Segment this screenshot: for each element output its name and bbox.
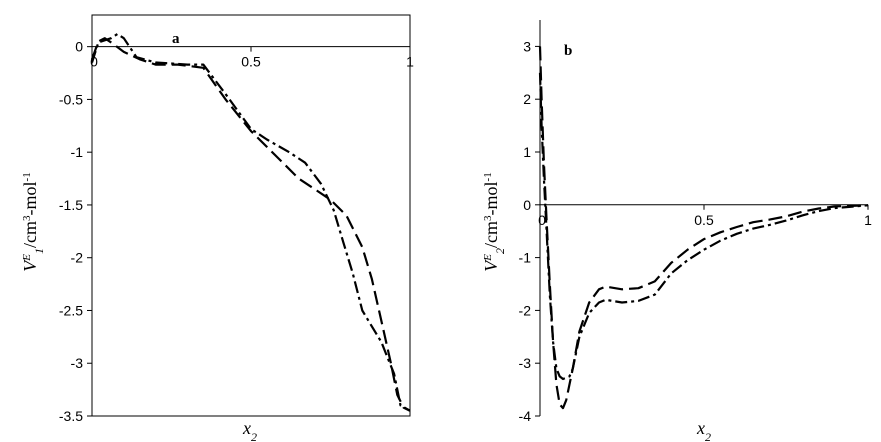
- panel-a-xlabel-main: x: [242, 418, 251, 438]
- panel-b-ylabel-tail: -mol: [481, 181, 501, 215]
- panel-a-letter: a: [172, 31, 180, 47]
- panel-b-ylabel-sup-e: E: [482, 254, 494, 262]
- panel-b-y-axis-title: VE2/cm3-mol-1: [481, 172, 507, 271]
- panel-b-y-tick-label: -2: [519, 302, 532, 318]
- panel-a-x-tick-label: 0.5: [241, 54, 261, 70]
- panel-b-series-dashdot-line: [538, 72, 869, 381]
- panel-b-x-axis-title: x2: [696, 418, 711, 442]
- panel-b-xlabel-sub: 2: [705, 430, 711, 442]
- panel-a-y-tick-label: -1: [71, 144, 84, 160]
- panel-a-ylabel-mid: /cm: [20, 221, 40, 248]
- panel-a-ylabel-tail: -mol: [20, 181, 40, 215]
- panel-b-y-tick-label: 2: [523, 91, 531, 107]
- panel-b-letter: b: [564, 43, 572, 59]
- panel-b-x-tick-label: 0.5: [694, 212, 714, 228]
- panel-a-chart: a VE1/cm3-mol-1 x2 0-0.5-1-1.5-2-2.5-3-3…: [20, 14, 414, 442]
- panel-b-y-tick-label: 1: [523, 144, 531, 160]
- panel-a-ylabel-sub-1: 1: [32, 248, 46, 254]
- panel-a-y-tick-label: 0: [75, 39, 83, 55]
- panel-a-x-tick-label: 1: [406, 54, 414, 70]
- panel-b-y-tick-label: -3: [519, 355, 532, 371]
- panel-b-x-tick-label: 1: [864, 212, 872, 228]
- panel-a-y-tick-label: -3.5: [59, 408, 83, 424]
- panel-a-xlabel-sub: 2: [251, 430, 257, 442]
- panel-a-x-axis-title: x2: [242, 418, 257, 442]
- panel-b-y-tick-label: -1: [519, 250, 532, 266]
- panel-a-series-dashdot-line: [90, 32, 411, 412]
- panel-a-y-tick-label: -0.5: [59, 91, 83, 107]
- panel-a-ylabel-sup-3: 3: [21, 215, 33, 221]
- panel-b-y-tick-label: -4: [519, 408, 532, 424]
- panel-a-y-tick-label: -2.5: [59, 302, 83, 318]
- panel-b-ylabel-sup-neg1: -1: [482, 172, 494, 181]
- panel-b-ylabel-sup-3: 3: [482, 215, 494, 221]
- panel-b-ylabel-sub-2: 2: [493, 248, 507, 254]
- panel-b-xlabel-main: x: [696, 418, 705, 438]
- panel-a-y-tick-label: -2: [71, 250, 84, 266]
- panel-a-y-tick-label: -3: [71, 355, 84, 371]
- panel-b-y-tick-label: 3: [523, 38, 531, 54]
- panel-a-x-tick-label: 0: [90, 54, 98, 70]
- panel-b-ylabel-mid: /cm: [481, 221, 501, 248]
- panel-a-y-tick-label: -1.5: [59, 197, 83, 213]
- panel-b-x-tick-label: 0: [538, 212, 546, 228]
- panel-a-ylabel-sup-neg1: -1: [21, 172, 33, 181]
- panel-a-ylabel-sup-e: E: [21, 254, 33, 262]
- panel-a-plot-frame: [91, 14, 411, 417]
- panel-a-series-dash-line: [90, 37, 411, 412]
- panel-b-ylabel-v: V: [481, 259, 501, 272]
- panel-b-y-tick-label: 0: [523, 197, 531, 213]
- panel-a-ylabel-v: V: [20, 259, 40, 272]
- panel-a-y-axis-title: VE1/cm3-mol-1: [20, 172, 46, 271]
